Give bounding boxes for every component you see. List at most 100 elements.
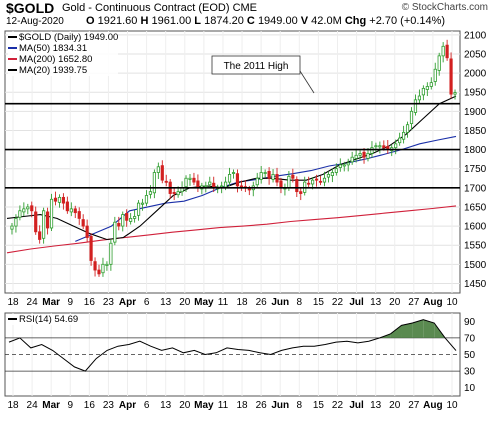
candle-body [14, 218, 18, 227]
candle-body [350, 156, 354, 163]
x-tick-label-rsi: 11 [218, 400, 229, 411]
exchange-label: CME [232, 2, 258, 14]
x-tick-label: 20 [389, 297, 401, 308]
x-tick-label: 18 [7, 297, 19, 308]
legend-ma20: MA(20) 1939.75 [8, 65, 118, 76]
candle-body [318, 180, 323, 183]
y-tick-label: 2000 [464, 69, 487, 80]
candle-body [453, 92, 457, 95]
x-tick-label-rsi: 26 [256, 400, 268, 411]
legend-swatch-main [8, 36, 17, 39]
x-tick-label: 10 [446, 297, 458, 308]
ohlc-summary: O 1921.60 H 1961.00 L 1874.20 C 1949.00 … [86, 15, 445, 27]
volume-value: 42.0M [311, 15, 342, 27]
candle-body [299, 191, 303, 194]
legend-ma200-label: MA(200) 1652.80 [19, 54, 93, 65]
x-tick-label: Apr [119, 297, 136, 308]
y-tick-label: 1650 [464, 202, 487, 213]
rsi-y-tick-label: 70 [464, 333, 476, 344]
candle-body [160, 165, 164, 181]
candle-body [188, 177, 192, 180]
x-tick-label: 24 [27, 297, 39, 308]
brand-watermark: © StockCharts.com [401, 2, 488, 13]
rsi-y-tick-label: 30 [464, 367, 476, 378]
rsi-y-tick-label: 10 [464, 383, 476, 394]
candle-body [196, 180, 200, 189]
x-tick-label: 8 [297, 297, 303, 308]
candle-body [113, 221, 117, 243]
close-label: C [246, 15, 255, 27]
chart-legend: $GOLD (Daily) 1949.00 MA(50) 1834.31 MA(… [8, 32, 119, 76]
candle-body [109, 242, 113, 265]
candle-body [227, 174, 232, 183]
candle-body [402, 131, 406, 140]
legend-ma200: MA(200) 1652.80 [8, 54, 118, 65]
candle-body [105, 263, 109, 266]
candle-body [334, 168, 338, 173]
y-tick-label: 1450 [464, 279, 487, 290]
candle-body [275, 174, 279, 183]
candle-body [322, 177, 327, 183]
x-tick-label: 13 [160, 297, 172, 308]
x-tick-label-rsi: Apr [119, 400, 136, 411]
candle-body [65, 201, 69, 212]
candle-body [409, 110, 414, 124]
candle-body [417, 95, 422, 101]
candle-body [176, 191, 180, 196]
moving-average-line [6, 205, 457, 254]
candle-body [425, 86, 429, 90]
candle-body [26, 206, 30, 210]
candle-body [57, 196, 62, 203]
legend-main-label: $GOLD (Daily) 1949.00 [19, 32, 119, 43]
candle-body [156, 166, 160, 173]
candle-body [445, 44, 449, 59]
y-tick-label: 1850 [464, 126, 487, 137]
chart-date: 12-Aug-2020 [6, 16, 64, 27]
x-tick-label: 11 [218, 297, 229, 308]
rsi-overbought-fill [412, 319, 424, 338]
x-tick-label-rsi: 20 [389, 400, 401, 411]
rsi-overbought-fill [390, 325, 402, 338]
legend-swatch-ma20 [8, 69, 17, 72]
instrument-name: Gold - Continuous Contract (EOD) CME [62, 2, 257, 14]
x-tick-label-rsi: 23 [103, 400, 115, 411]
x-tick-label-rsi: 9 [67, 400, 73, 411]
candle-body [259, 172, 263, 180]
candle-body [338, 164, 342, 168]
candle-body [441, 45, 445, 57]
x-tick-label: Jun [271, 297, 289, 308]
low-label: L [194, 15, 202, 27]
candle-body [311, 179, 315, 185]
rsi-overbought-fill [423, 319, 435, 338]
candle-body [85, 225, 89, 238]
candle-body [271, 174, 275, 180]
x-tick-label-rsi: Jun [271, 400, 289, 411]
x-tick-label-rsi: 13 [160, 400, 172, 411]
candle-body [287, 175, 291, 189]
candle-body [18, 210, 22, 218]
x-tick-label: 23 [103, 297, 115, 308]
candle-body [394, 143, 398, 149]
x-tick-label-rsi: 15 [313, 400, 325, 411]
candle-body [326, 174, 331, 178]
x-tick-label: 27 [408, 297, 420, 308]
y-tick-label: 2050 [464, 49, 487, 60]
x-tick-label: 6 [144, 297, 150, 308]
candle-body [247, 188, 251, 191]
rsi-overbought-fill [401, 322, 413, 338]
x-tick-label-rsi: Jul [349, 400, 364, 411]
x-tick-label-rsi: 27 [408, 400, 420, 411]
candle-body [307, 182, 311, 185]
open-value: 1921.60 [97, 15, 138, 27]
candle-body [136, 202, 141, 216]
candle-body [382, 145, 386, 149]
x-tick-label-rsi: 20 [179, 400, 191, 411]
y-tick-label: 1600 [464, 222, 487, 233]
candle-body [117, 222, 121, 227]
x-tick-label: 16 [84, 297, 96, 308]
x-tick-label-rsi: 16 [84, 400, 96, 411]
x-tick-label: 22 [332, 297, 344, 308]
candle-body [235, 173, 240, 187]
annotation-callout: The 2011 High [211, 55, 315, 94]
x-tick-label-rsi: 24 [27, 400, 39, 411]
